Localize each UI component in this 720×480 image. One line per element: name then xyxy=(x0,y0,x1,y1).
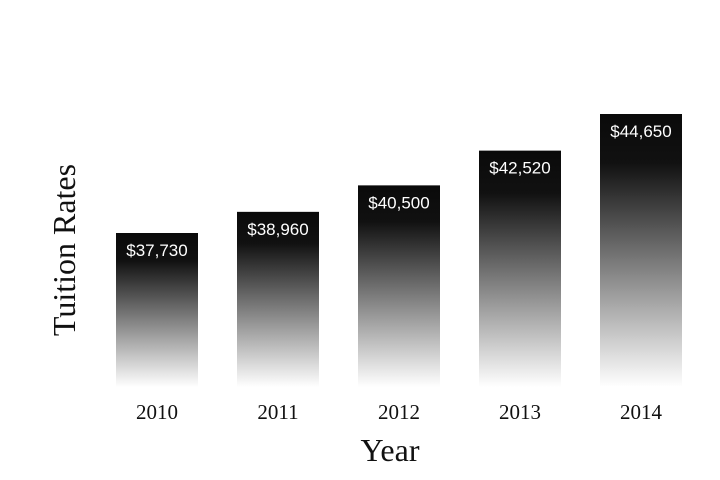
data-label-2010: $37,730 xyxy=(126,241,187,260)
data-label-2011: $38,960 xyxy=(247,220,308,239)
bar-2011 xyxy=(237,211,319,387)
y-axis-title: Tuition Rates xyxy=(46,164,82,336)
x-tick-2011: 2011 xyxy=(257,400,298,424)
x-axis-ticks: 2010 2011 2012 2013 2014 xyxy=(136,400,663,424)
bar-2014 xyxy=(600,114,682,387)
x-tick-2010: 2010 xyxy=(136,400,178,424)
x-tick-2012: 2012 xyxy=(378,400,420,424)
x-axis-title: Year xyxy=(361,432,420,468)
data-label-group: $37,730 $38,960 $40,500 $42,520 $44,650 xyxy=(126,122,671,260)
bar-2013 xyxy=(479,150,561,387)
bar-2010 xyxy=(116,233,198,387)
data-label-2012: $40,500 xyxy=(368,193,429,212)
x-tick-2013: 2013 xyxy=(499,400,541,424)
x-tick-2014: 2014 xyxy=(620,400,663,424)
bar-2012 xyxy=(358,185,440,387)
bar-series xyxy=(116,114,682,387)
data-label-2013: $42,520 xyxy=(489,159,550,178)
data-label-2014: $44,650 xyxy=(610,122,671,141)
